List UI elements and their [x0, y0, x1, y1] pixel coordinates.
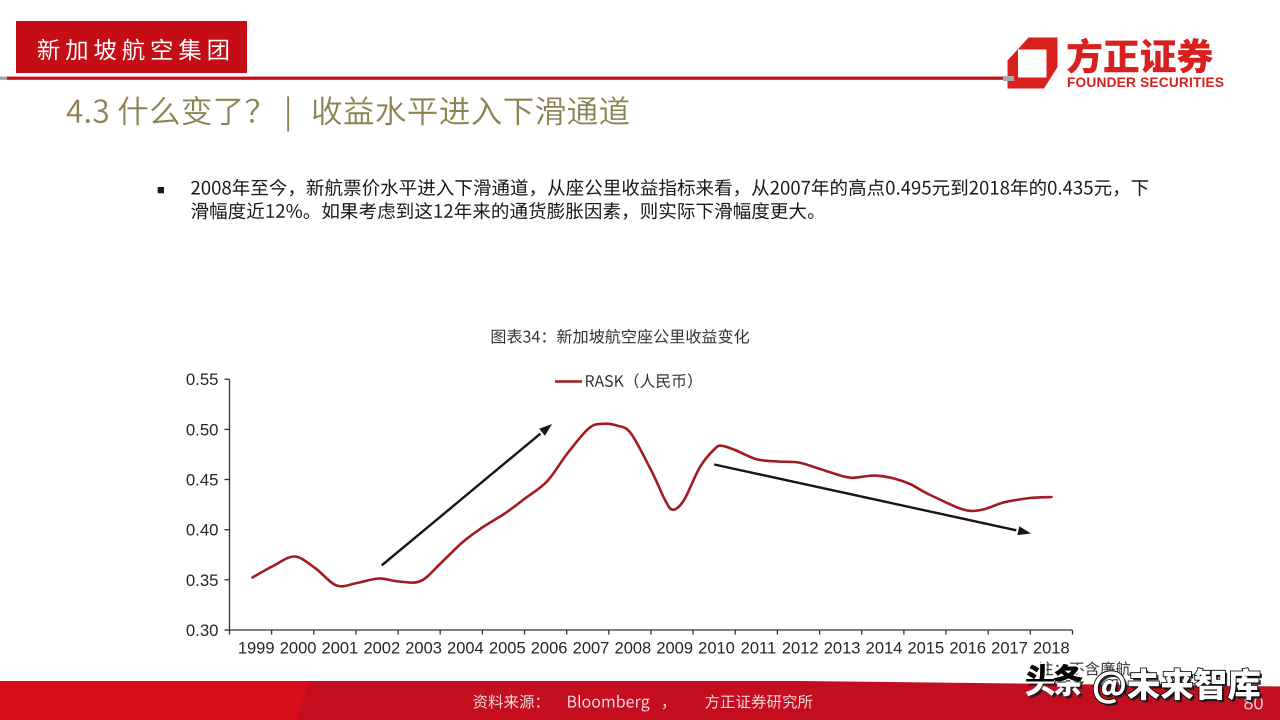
- svg-text:2004: 2004: [447, 640, 484, 658]
- svg-text:2014: 2014: [866, 640, 903, 658]
- svg-text:2015: 2015: [907, 640, 944, 658]
- svg-text:2007: 2007: [573, 640, 610, 658]
- svg-text:2002: 2002: [363, 640, 400, 658]
- svg-text:0.30: 0.30: [186, 621, 219, 640]
- svg-text:0.35: 0.35: [186, 571, 219, 590]
- svg-text:1999: 1999: [238, 640, 275, 658]
- svg-text:FOUNDER SECURITIES: FOUNDER SECURITIES: [1067, 75, 1224, 90]
- svg-text:2012: 2012: [782, 640, 819, 658]
- svg-text:0.40: 0.40: [186, 521, 219, 540]
- svg-text:2005: 2005: [489, 640, 526, 658]
- svg-text:2016: 2016: [949, 640, 986, 658]
- svg-text:2000: 2000: [280, 640, 317, 658]
- svg-text:2008: 2008: [615, 640, 652, 658]
- svg-text:2001: 2001: [322, 640, 359, 658]
- svg-text:2010: 2010: [698, 640, 735, 658]
- svg-text:2017: 2017: [991, 640, 1028, 658]
- svg-text:2018: 2018: [1033, 640, 1070, 658]
- svg-text:2009: 2009: [656, 640, 693, 658]
- svg-text:0.45: 0.45: [186, 471, 219, 490]
- svg-text:0.55: 0.55: [186, 370, 219, 389]
- svg-text:2011: 2011: [741, 640, 776, 658]
- svg-text:2003: 2003: [405, 640, 442, 658]
- svg-text:0.50: 0.50: [186, 420, 219, 439]
- svg-text:2006: 2006: [531, 640, 568, 658]
- svg-text:2013: 2013: [824, 640, 861, 658]
